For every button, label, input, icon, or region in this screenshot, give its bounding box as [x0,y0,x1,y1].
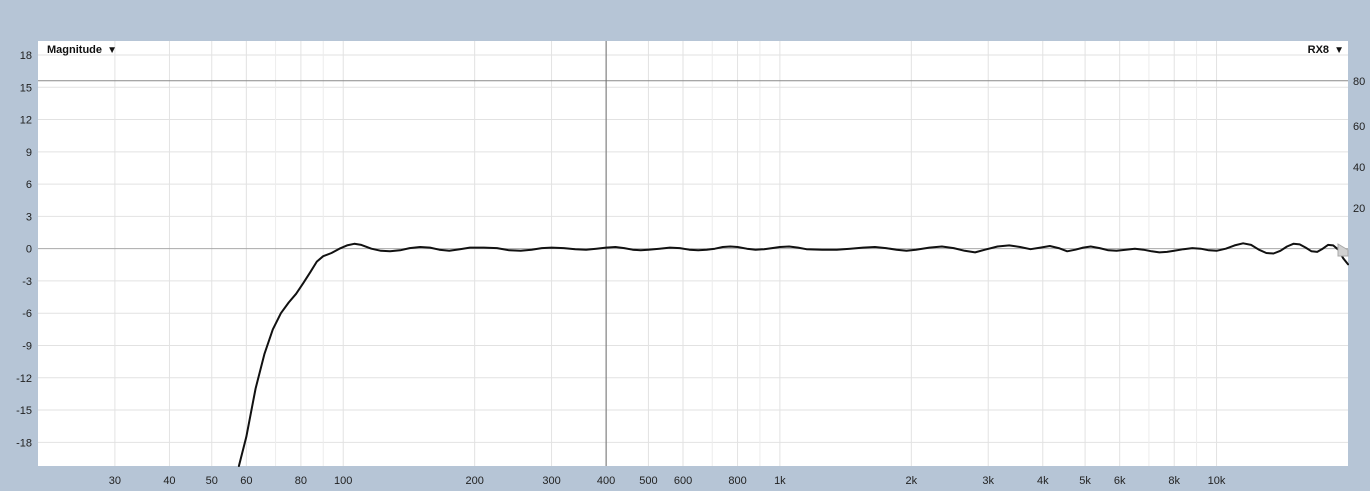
x-tick-label: 400 [597,475,615,487]
grid-lines [38,41,1348,466]
y-tick-label: 15 [20,82,32,94]
x-tick-label: 600 [674,475,692,487]
x-tick-label: 5k [1079,475,1091,487]
x-tick-label: 3k [982,475,994,487]
y-tick-label: 6 [26,179,32,191]
y-tick-label: -9 [22,340,32,352]
right-axis-tick-label: 40 [1353,162,1365,174]
x-axis-ticks: 30 40 50 60 80 100 200 300 400 500 600 800 1k 2k 3k 4k 5… [109,475,1226,487]
response-curve [237,242,1349,467]
plot-area[interactable] [38,41,1348,466]
x-tick-label: 300 [542,475,560,487]
x-tick-label: 4k [1037,475,1049,487]
y-tick-label: 0 [26,244,32,256]
x-tick-label: 80 [295,475,307,487]
x-tick-label: 40 [163,475,175,487]
right-axis-tick-label: 60 [1353,121,1365,133]
x-tick-label: 1k [774,475,786,487]
reference-dropdown-label: RX8 [1307,44,1330,56]
triangle-handle-icon[interactable] [1337,243,1349,257]
chevron-down-icon: ▼ [1334,45,1344,56]
magnitude-dropdown[interactable]: Magnitude ▼ [47,44,117,56]
series-layer [237,242,1349,467]
x-tick-label: 10k [1208,475,1226,487]
y-tick-label: -15 [16,405,32,417]
y-tick-label: 18 [20,50,32,62]
x-tick-label: 30 [109,475,121,487]
right-axis-tick-label: 80 [1353,76,1365,88]
x-tick-label: 800 [728,475,746,487]
y-tick-label: 12 [20,115,32,127]
right-axis-ticks: 80 60 40 20 [1353,76,1365,215]
reference-dropdown[interactable]: RX8 ▼ [1308,44,1344,56]
right-axis-tick-label: 20 [1353,203,1365,215]
magnitude-dropdown-label: Magnitude [47,44,102,56]
y-tick-label: -18 [16,437,32,449]
x-tick-label: 50 [206,475,218,487]
y-tick-label: -3 [22,276,32,288]
x-tick-label: 8k [1168,475,1180,487]
y-tick-label: 9 [26,147,32,159]
y-axis-ticks: 18 15 12 9 6 3 0 -3 -6 -9 -12 -15 -18 [16,50,32,449]
x-tick-label: 6k [1114,475,1126,487]
y-tick-label: -6 [22,308,32,320]
y-tick-label: -12 [16,373,32,385]
x-tick-label: 200 [465,475,483,487]
x-tick-label: 500 [639,475,657,487]
y-tick-label: 3 [26,211,32,223]
x-tick-label: 60 [240,475,252,487]
chevron-down-icon: ▼ [107,45,117,56]
x-tick-label: 2k [906,475,918,487]
x-tick-label: 100 [334,475,352,487]
